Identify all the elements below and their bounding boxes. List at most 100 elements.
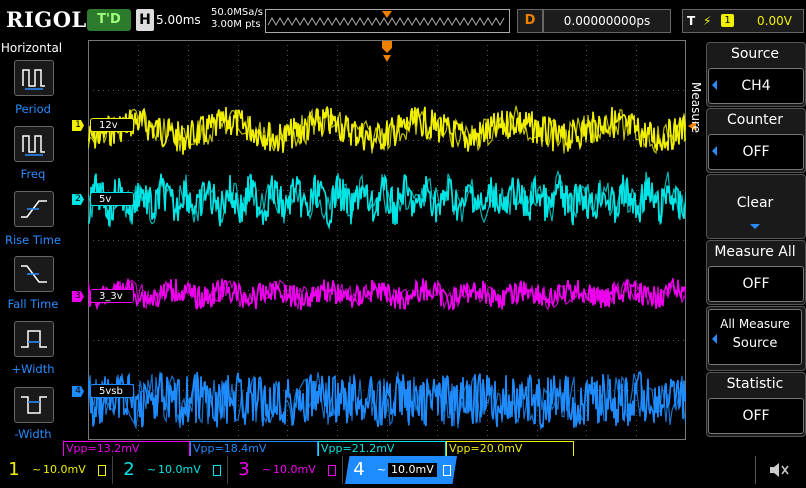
counter-value[interactable]: OFF — [708, 134, 804, 170]
measure-side-label: Measure — [689, 82, 703, 133]
channel-4-setting[interactable]: 4 ~10.0mV — [345, 456, 457, 484]
statistic-title: Statistic — [726, 376, 784, 392]
channel-2-scale: 10.0mV — [158, 463, 201, 476]
channel-2-marker[interactable]: 2 — [72, 194, 84, 205]
negative-width-icon — [21, 396, 47, 414]
channel-3-label[interactable]: 3_3v — [90, 289, 134, 303]
measurement-4: Vpp=20.0mV — [446, 441, 574, 457]
clear-label: Clear — [736, 195, 774, 211]
ac-coupling-icon: ~ — [147, 463, 157, 476]
counter-left-arrow-icon — [712, 146, 717, 156]
statistic-value[interactable]: OFF — [708, 398, 804, 434]
negative-width-label: -Width — [14, 427, 52, 441]
horizontal-scale[interactable]: 5.00ms — [156, 13, 201, 27]
fall-time-label: Fall Time — [7, 297, 59, 311]
trigger-label: T — [687, 14, 696, 28]
horizontal-label: H — [136, 9, 154, 31]
measurement-4-text: Vpp=20.0mV — [449, 442, 523, 455]
trace-5vsb-layer — [88, 371, 686, 430]
measurement-1-text: Vpp=13.2mV — [66, 442, 140, 455]
measure-all-value[interactable]: OFF — [708, 266, 804, 302]
channel-1-label[interactable]: 12v — [90, 118, 134, 132]
channel-3-setting[interactable]: 3 ~10.0mV — [230, 456, 343, 484]
positive-width-button[interactable] — [14, 321, 54, 357]
all-measure-source-line1: All Measure — [720, 317, 790, 331]
measurement-3-text: Vpp=21.2mV — [321, 442, 395, 455]
all-measure-left-arrow-icon — [712, 334, 717, 344]
trigger-position-marker — [382, 11, 392, 18]
rise-time-label: Rise Time — [4, 233, 62, 247]
channel-1-scale: 10.0mV — [43, 463, 86, 476]
channel-3-number: 3 — [238, 459, 250, 480]
fall-time-button[interactable] — [14, 256, 54, 292]
bandwidth-limit-icon — [213, 465, 221, 476]
source-value[interactable]: CH4 — [708, 68, 804, 104]
channel-4-label[interactable]: 5vsb — [90, 384, 134, 398]
freq-button[interactable] — [14, 126, 54, 162]
channel-1-marker[interactable]: 1 — [72, 120, 84, 131]
channel-1-setting[interactable]: 1 ~10.0mV — [0, 456, 113, 484]
clear-down-arrow-icon — [750, 224, 760, 229]
sample-rate: 50.0MSa/s — [211, 7, 263, 18]
trace-12v-layer — [88, 105, 686, 155]
ac-coupling-icon: ~ — [32, 463, 42, 476]
measurement-1: Vpp=13.2mV — [63, 441, 190, 457]
counter-title: Counter — [727, 112, 783, 128]
channel-4-scale: 10.0mV — [388, 463, 437, 477]
waveform-display[interactable] — [88, 40, 686, 440]
memory-depth: 3.00M pts — [211, 19, 261, 30]
trigger-position-indicator — [382, 41, 392, 62]
channel-2-setting[interactable]: 2 ~10.0mV — [115, 456, 228, 484]
ac-coupling-icon: ~ — [262, 463, 272, 476]
trigger-level-marker — [688, 121, 696, 131]
measurement-3: Vpp=21.2mV — [318, 441, 446, 457]
delay-label: D — [517, 9, 543, 33]
measurement-2-text: Vpp=18.4mV — [193, 442, 267, 455]
trace-5v-layer — [88, 169, 686, 228]
period-label: Period — [15, 102, 51, 116]
rise-time-icon — [21, 200, 47, 218]
freq-label: Freq — [20, 167, 46, 181]
horizontal-menu-title: Horizontal — [0, 41, 63, 55]
trace-3_3v-layer — [88, 277, 686, 311]
brand-logo: RIGOL — [6, 7, 87, 32]
memory-overview-strip[interactable] — [265, 9, 510, 33]
fall-time-icon — [21, 265, 47, 283]
channel-1-number: 1 — [8, 459, 20, 480]
bandwidth-limit-icon — [443, 465, 451, 476]
channel-2-label[interactable]: 5v — [90, 192, 134, 206]
freq-icon — [22, 135, 45, 156]
sound-toggle[interactable] — [755, 456, 804, 484]
bandwidth-limit-icon — [98, 465, 106, 476]
rise-time-button[interactable] — [14, 191, 54, 227]
positive-width-icon — [21, 330, 47, 348]
measure-all-title: Measure All — [714, 244, 796, 260]
trace-5vsb — [88, 370, 686, 431]
trigger-info[interactable]: T ⚡ 1 0.00V — [682, 9, 804, 33]
rising-edge-icon: ⚡ — [703, 14, 712, 28]
acquisition-info: 50.0MSa/s 3.00M pts — [211, 7, 263, 31]
channel-3-scale: 10.0mV — [273, 463, 316, 476]
channel-3-marker[interactable]: 3 — [72, 291, 84, 302]
period-button[interactable] — [14, 60, 54, 96]
positive-width-label: +Width — [11, 362, 55, 376]
channel-4-number: 4 — [353, 459, 365, 480]
trigger-level: 0.00V — [757, 14, 792, 28]
source-title: Source — [730, 46, 780, 62]
period-icon — [22, 69, 45, 90]
channel-4-marker[interactable]: 4 — [72, 386, 84, 397]
bandwidth-limit-icon — [328, 465, 336, 476]
negative-width-button[interactable] — [14, 387, 54, 423]
trace-12v — [88, 106, 686, 155]
channel-2-number: 2 — [123, 459, 135, 480]
all-measure-source-line2: Source — [732, 336, 778, 351]
all-measure-source[interactable]: All Measure Source — [708, 309, 802, 365]
speaker-icon — [770, 463, 789, 477]
measurement-2: Vpp=18.4mV — [190, 441, 318, 457]
delay-value[interactable]: 0.00000000ps — [543, 9, 671, 33]
trigger-status[interactable]: T'D — [87, 9, 131, 31]
ac-coupling-icon: ~ — [377, 463, 387, 476]
trace-3_3v — [88, 278, 686, 311]
trigger-source: 1 — [721, 14, 734, 27]
source-left-arrow-icon — [712, 80, 717, 90]
